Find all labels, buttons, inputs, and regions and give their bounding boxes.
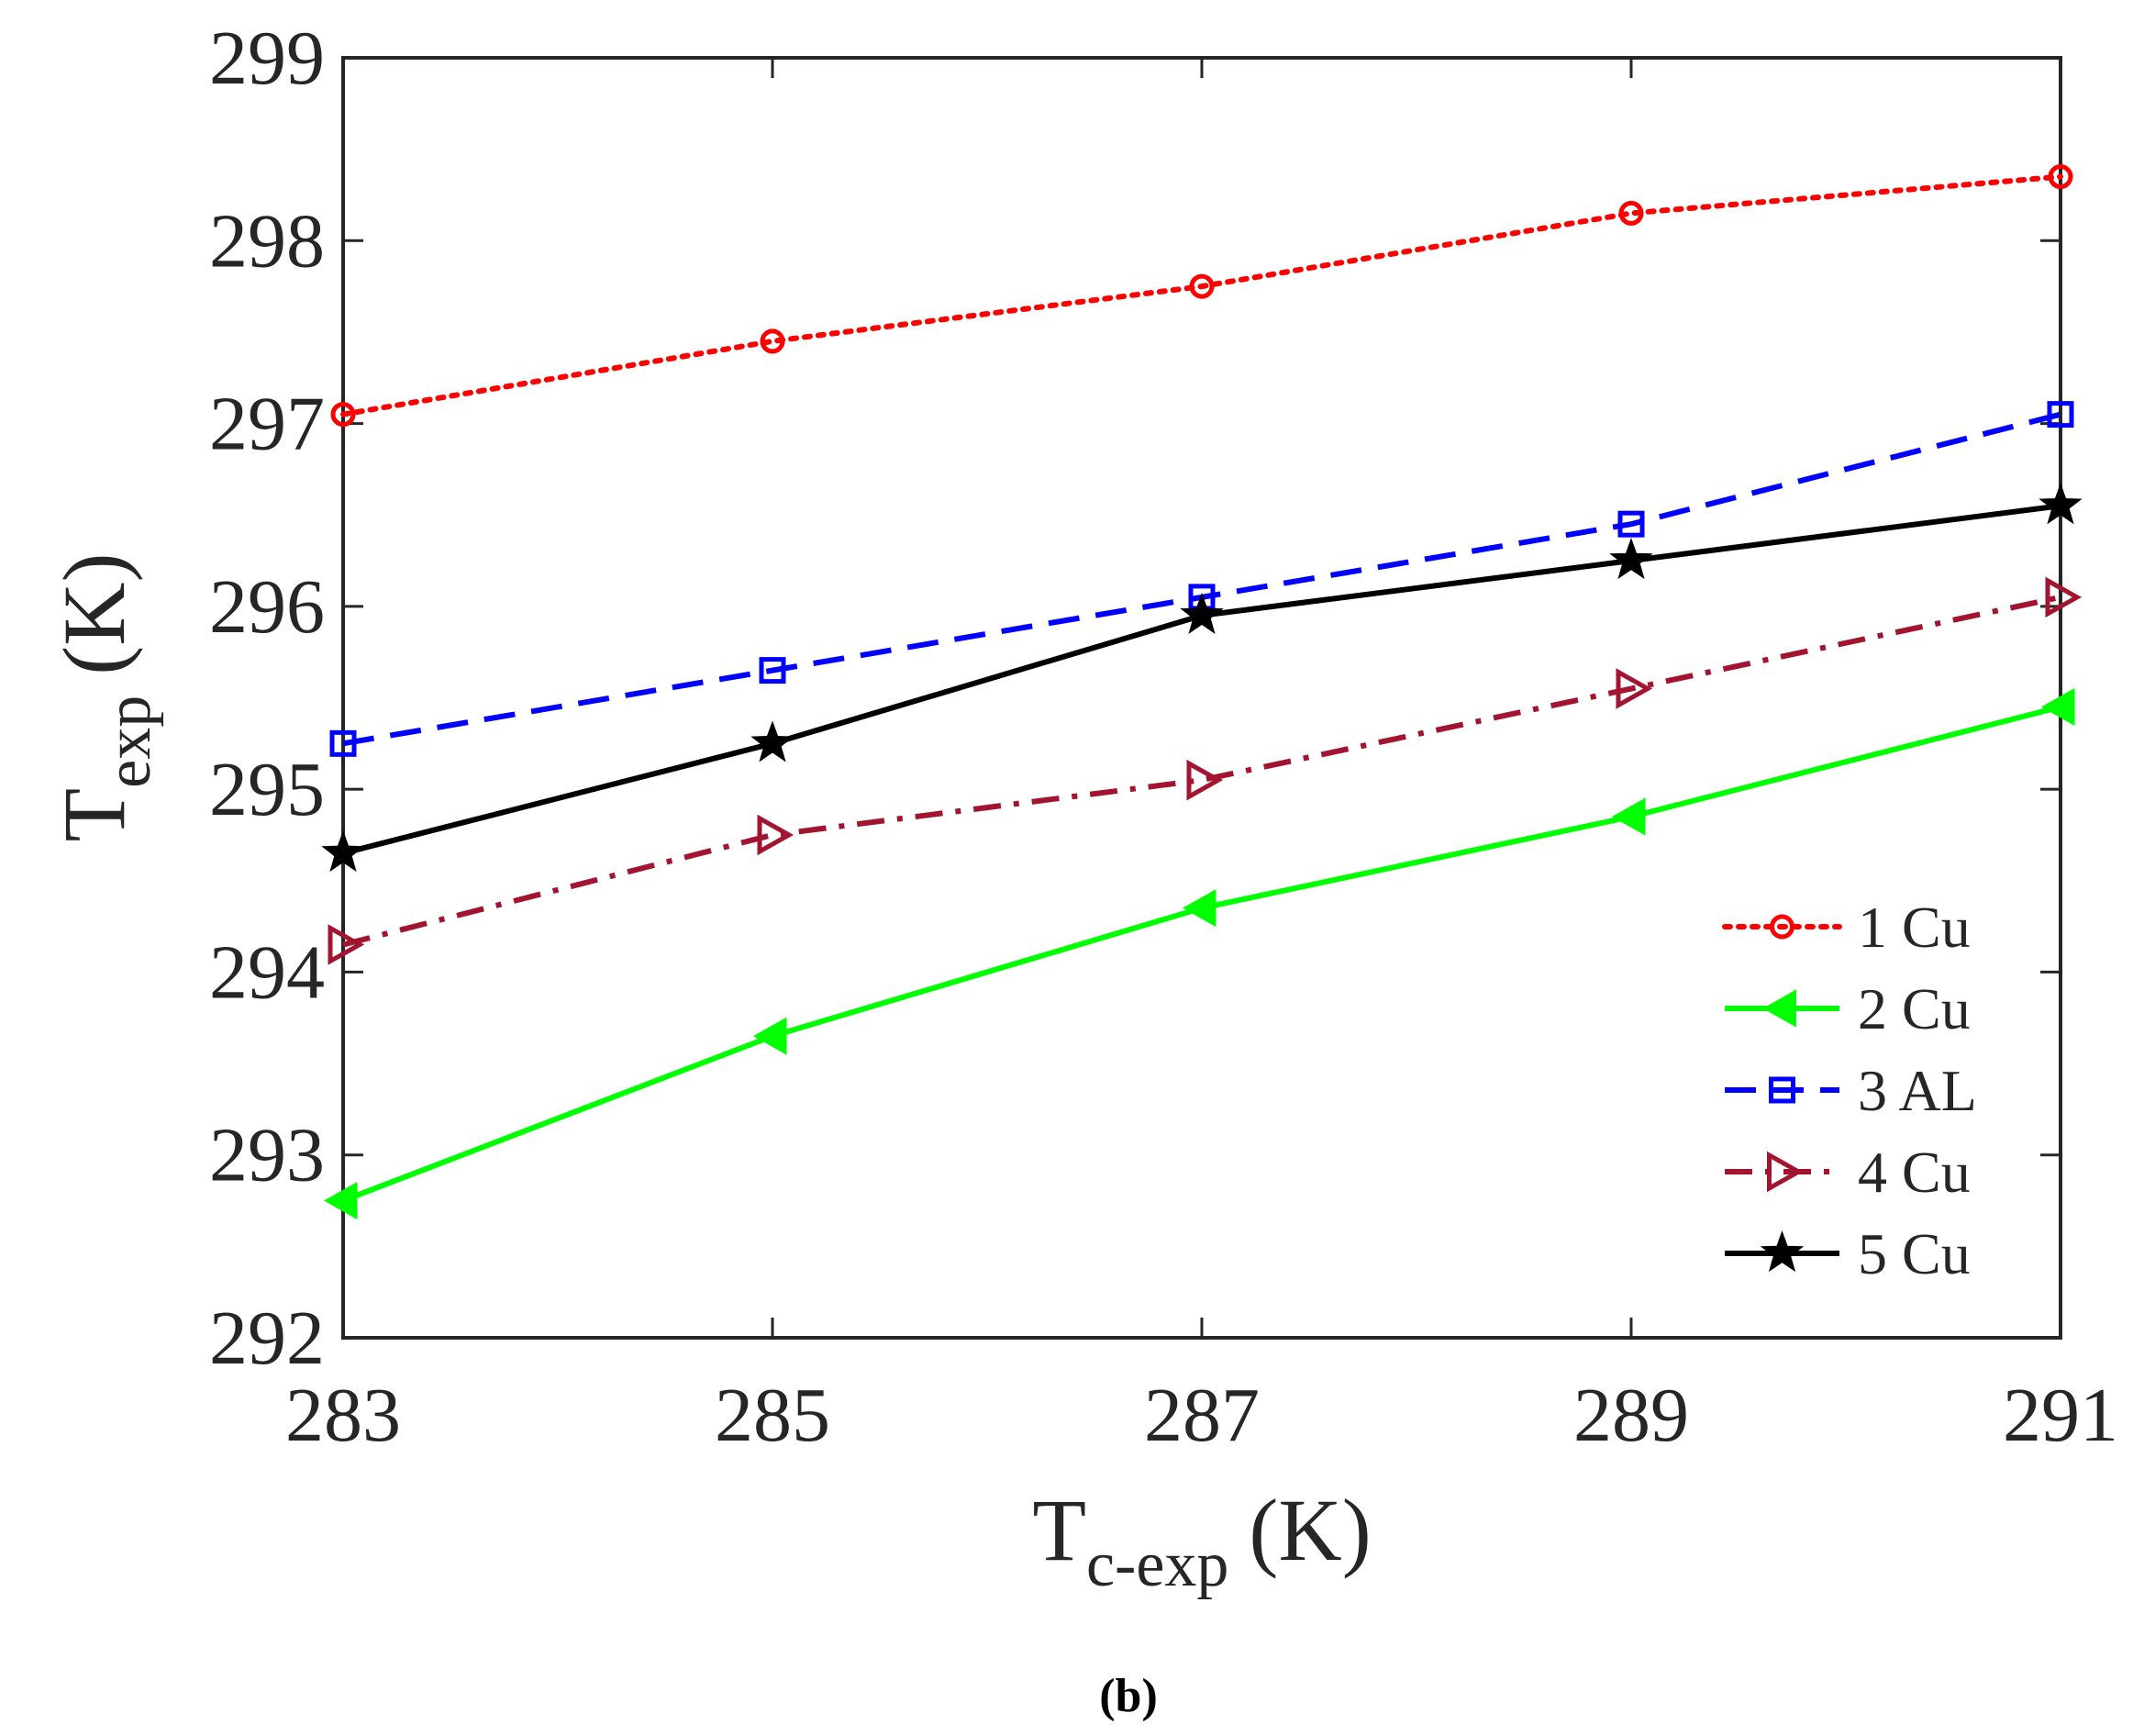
series-2 xyxy=(323,687,2075,1220)
data-point xyxy=(1180,592,1224,634)
data-point xyxy=(2040,687,2075,727)
legend-marker xyxy=(1762,989,1796,1028)
legend-label: 5 Cu xyxy=(1858,1221,1971,1286)
y-tick-label: 296 xyxy=(209,564,325,650)
data-point xyxy=(2039,483,2083,525)
y-tick-label: 297 xyxy=(209,382,325,467)
y-tick-label: 292 xyxy=(209,1296,325,1381)
series-layer xyxy=(321,164,2083,1220)
series-1 xyxy=(330,164,2073,428)
data-point xyxy=(2045,576,2083,618)
legend-entry: 4 Cu xyxy=(1725,1140,1971,1205)
legend-marker xyxy=(1760,1230,1805,1273)
data-point xyxy=(1611,797,1646,836)
data-point xyxy=(2048,164,2073,190)
legend-label: 4 Cu xyxy=(1858,1140,1971,1205)
data-point xyxy=(757,814,794,856)
series-3 xyxy=(329,401,2074,757)
y-axis-label: Texp(K) xyxy=(45,553,164,842)
legend-label: 1 Cu xyxy=(1858,895,1971,960)
data-point xyxy=(323,1181,358,1220)
legend-label: 2 Cu xyxy=(1858,976,1971,1041)
legend-entry: 5 Cu xyxy=(1725,1221,1971,1286)
x-tick-label: 289 xyxy=(1573,1373,1689,1458)
axis-ticks: 283 285 287 289 291 292 293 294 295 296 297 298 299 xyxy=(209,16,2118,1458)
legend-marker xyxy=(1767,1151,1804,1193)
series-line xyxy=(342,503,2061,856)
y-tick-label: 299 xyxy=(209,16,325,101)
data-point xyxy=(1618,200,1644,226)
figure-caption: (b) xyxy=(1099,1670,1158,1722)
series-line xyxy=(342,411,2061,747)
data-point xyxy=(760,328,785,354)
data-point xyxy=(329,729,357,757)
data-point xyxy=(328,924,365,965)
x-tick-label: 287 xyxy=(1144,1373,1260,1458)
x-tick-label: 285 xyxy=(715,1373,830,1458)
y-tick-label: 298 xyxy=(209,198,325,284)
legend-marker xyxy=(1770,914,1794,940)
y-tick-label: 295 xyxy=(209,747,325,832)
series-4 xyxy=(328,576,2083,965)
series-line xyxy=(341,704,2061,1204)
legend-label: 3 AL xyxy=(1858,1058,1977,1123)
x-axis-label: Tc-exp (K) xyxy=(1032,1481,1371,1600)
legend-entry: 2 Cu xyxy=(1725,976,1971,1041)
legend-marker xyxy=(1769,1076,1795,1104)
x-tick-label: 283 xyxy=(285,1373,401,1458)
y-tick-label: 294 xyxy=(209,929,325,1015)
series-5 xyxy=(321,483,2083,873)
data-point xyxy=(1609,538,1653,580)
data-point xyxy=(1617,510,1645,538)
data-point xyxy=(750,720,794,762)
legend-entry: 3 AL xyxy=(1725,1058,1977,1123)
data-point xyxy=(1616,668,1653,709)
data-point xyxy=(1189,273,1215,299)
legend: 1 Cu 2 Cu 3 AL 4 Cu 5 Cu xyxy=(1722,895,1977,1286)
legend-entry: 1 Cu xyxy=(1722,895,1971,960)
x-tick-label: 291 xyxy=(2003,1373,2118,1458)
data-point xyxy=(321,829,365,873)
data-point xyxy=(330,402,356,428)
data-point xyxy=(1182,889,1216,928)
data-point xyxy=(2047,401,2074,428)
series-line xyxy=(342,594,2061,948)
y-tick-label: 293 xyxy=(209,1113,325,1198)
series-line xyxy=(340,173,2063,417)
data-point xyxy=(759,657,786,684)
data-point xyxy=(1186,759,1224,801)
data-point xyxy=(752,1017,787,1055)
